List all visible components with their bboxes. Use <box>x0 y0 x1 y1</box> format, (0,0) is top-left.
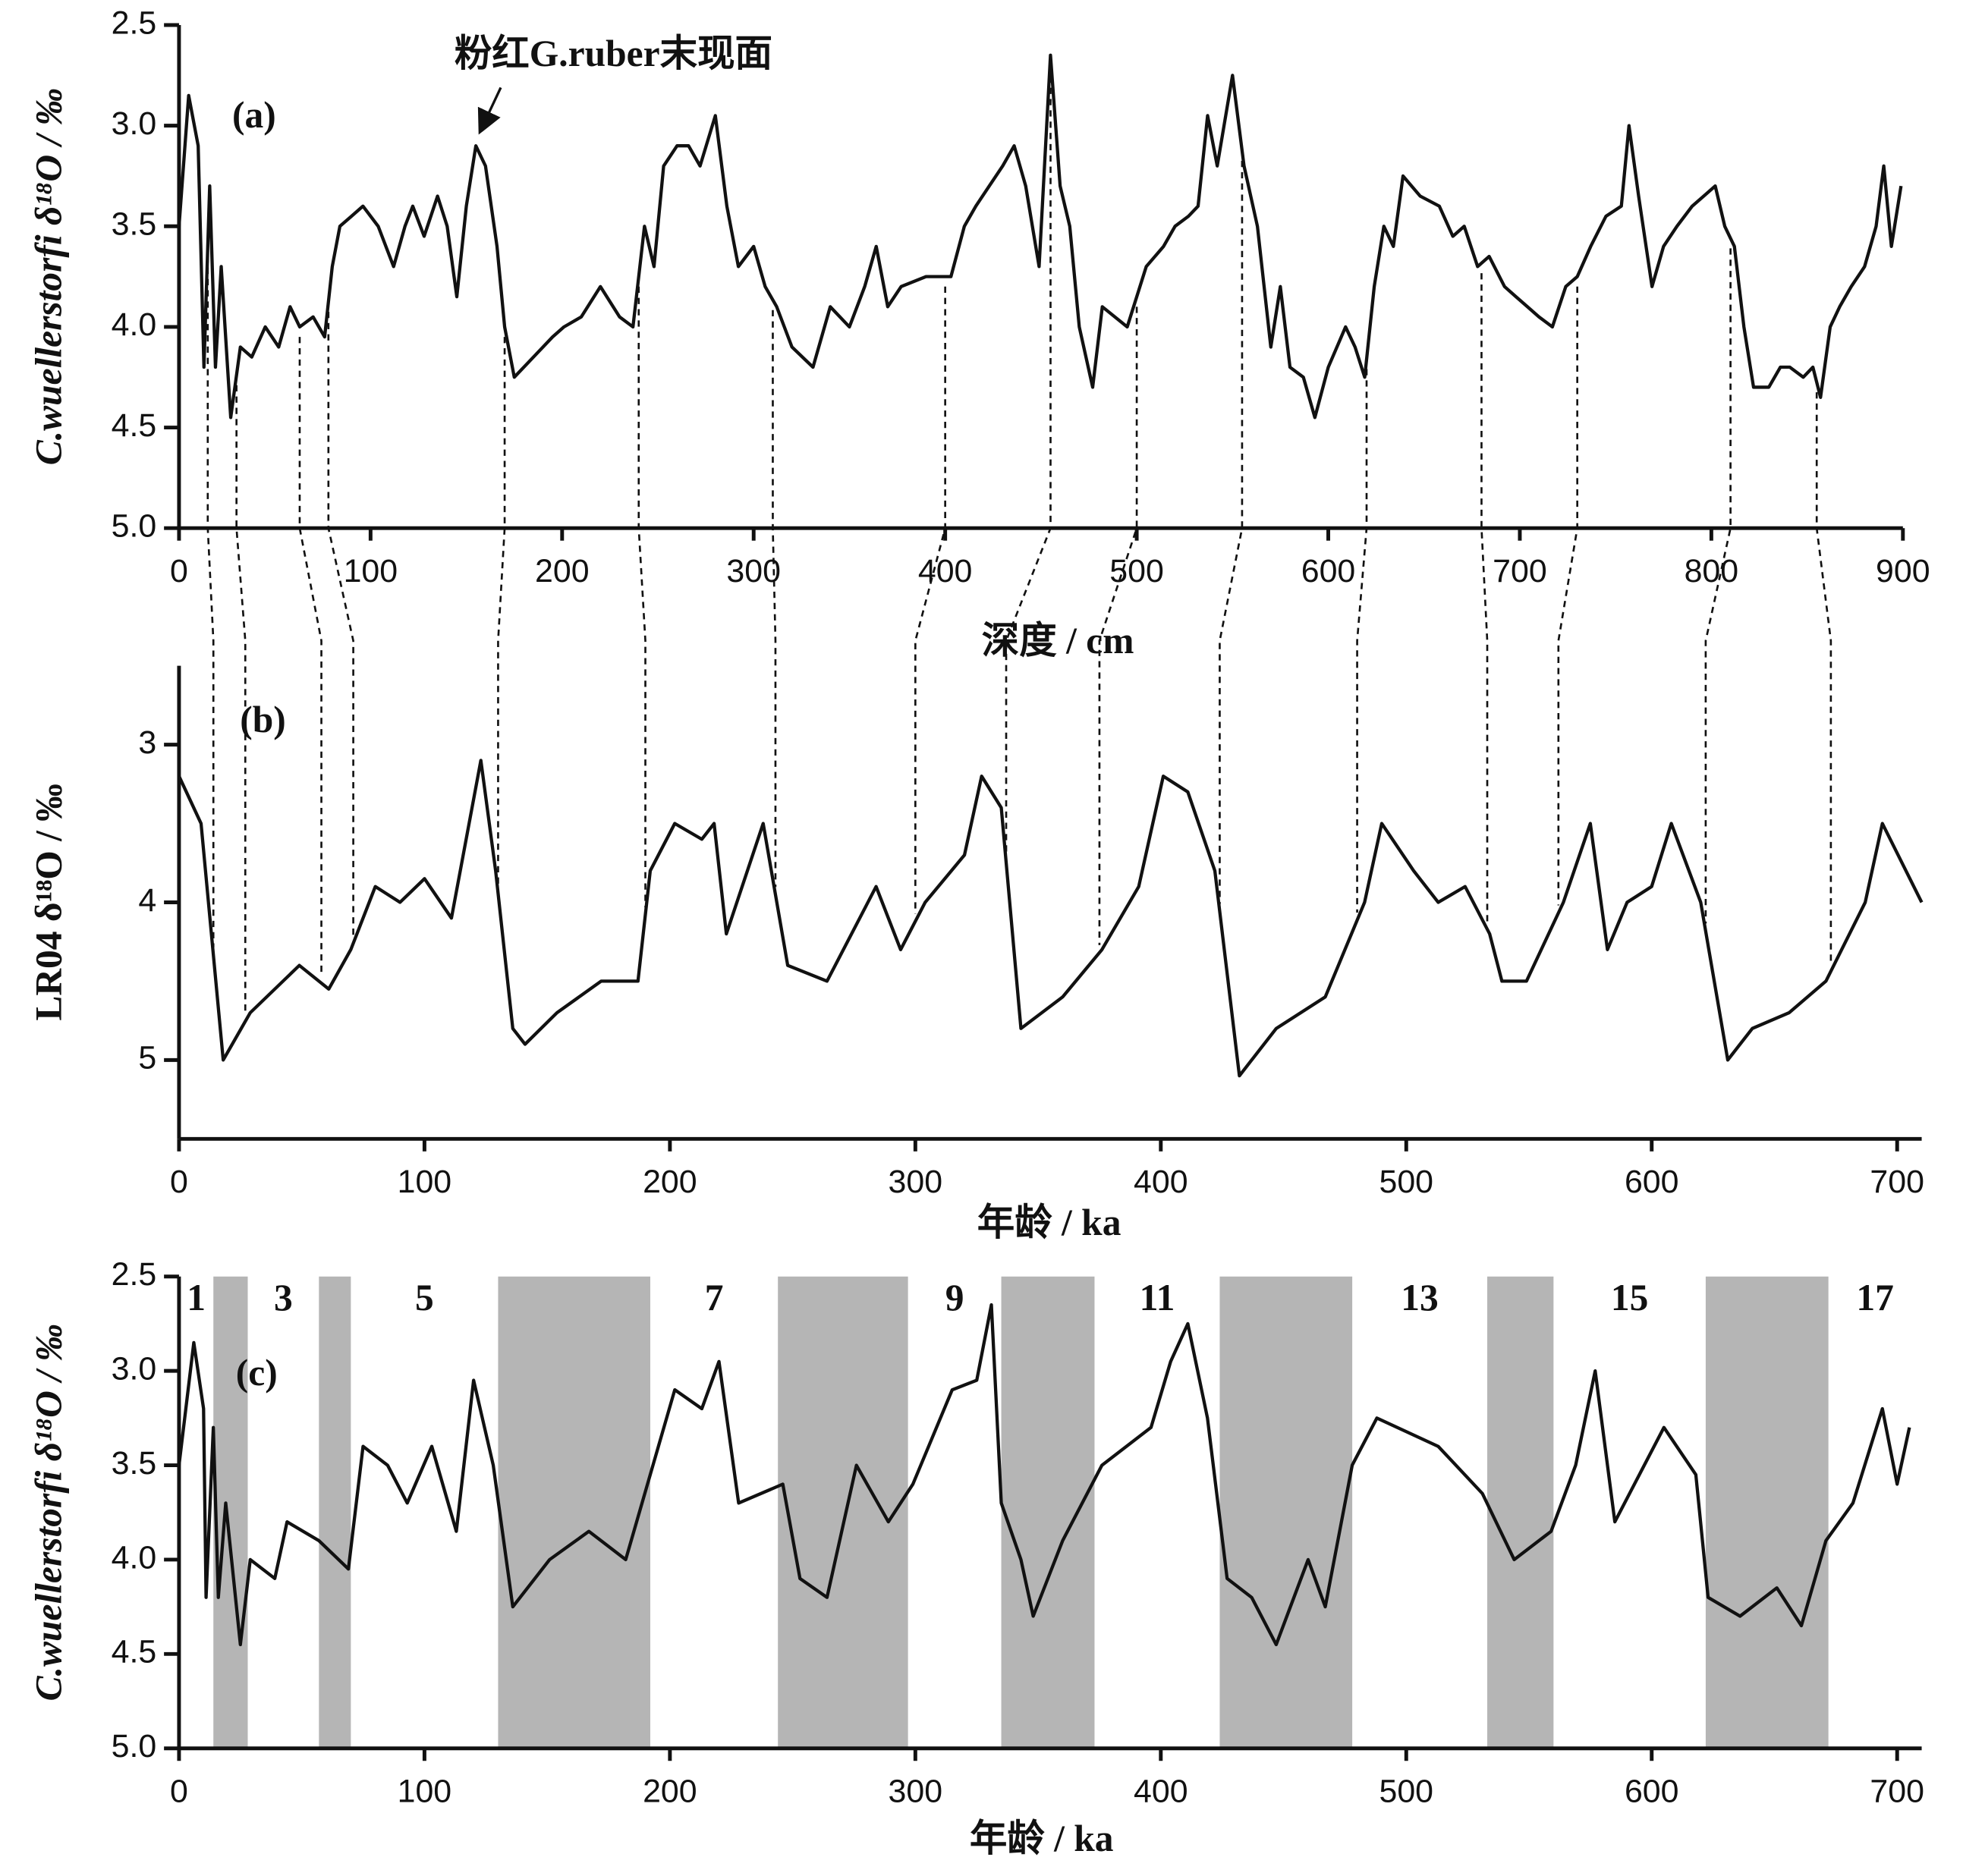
tie-line <box>1557 286 1578 906</box>
tie-line <box>772 310 777 888</box>
tie-line <box>1480 273 1489 922</box>
x-tick-label: 600 <box>1625 1164 1679 1200</box>
annotation: 粉红G.ruber末现面 <box>455 33 772 74</box>
annotation-arrow <box>477 86 502 135</box>
x-tick-label: 0 <box>170 1164 188 1200</box>
tie-line <box>637 286 646 908</box>
shaded-span <box>1487 1276 1554 1749</box>
tie-line <box>206 256 215 947</box>
tie-line <box>497 337 506 886</box>
y-tick-label: 5.0 <box>112 508 157 545</box>
x-tick-label: 600 <box>1625 1773 1679 1809</box>
x-tick-label: 400 <box>1134 1773 1188 1809</box>
tie-line <box>1704 248 1732 924</box>
y-tick-label: 3.0 <box>112 1350 157 1387</box>
y-tick-label: 4.0 <box>112 1539 157 1576</box>
shaded-span <box>778 1276 908 1749</box>
tie-line <box>1219 160 1244 905</box>
x-axis-label: 深度 / cm <box>982 620 1134 661</box>
shaded-span <box>1705 1276 1829 1749</box>
x-tick-label: 700 <box>1493 553 1547 589</box>
tie-line <box>1005 64 1052 856</box>
stage-label: 15 <box>1611 1277 1648 1318</box>
x-axis-label: 年龄 / ka <box>977 1202 1121 1243</box>
shaded-span <box>213 1276 248 1749</box>
x-tick-label: 100 <box>398 1773 452 1809</box>
stage-label: 1 <box>187 1277 206 1318</box>
panel-label: (a) <box>232 94 276 136</box>
x-tick-label: 700 <box>1870 1164 1924 1200</box>
x-tick-label: 100 <box>398 1164 452 1200</box>
stage-label: 7 <box>705 1277 724 1318</box>
tie-line <box>1815 392 1832 964</box>
stage-label: 5 <box>415 1277 434 1318</box>
shaded-span <box>1219 1276 1353 1749</box>
x-tick-label: 0 <box>170 1773 188 1809</box>
stage-label: 9 <box>945 1277 964 1318</box>
shaded-span <box>319 1276 351 1749</box>
x-tick-label: 100 <box>344 553 398 589</box>
data-line <box>177 1303 1911 1647</box>
panel-label: (b) <box>240 699 285 740</box>
tie-line <box>1356 369 1368 913</box>
x-tick-label: 200 <box>643 1773 697 1809</box>
y-axis-label: C.wuellerstorfi δ¹⁸O / ‰ <box>28 1324 70 1701</box>
x-tick-label: 700 <box>1870 1773 1924 1809</box>
x-tick-label: 500 <box>1379 1773 1433 1809</box>
x-tick-label: 400 <box>1134 1164 1188 1200</box>
data-line <box>177 53 1903 420</box>
stage-label: 17 <box>1856 1277 1893 1318</box>
x-tick-label: 600 <box>1301 553 1356 589</box>
stage-label: 11 <box>1140 1277 1175 1318</box>
y-tick-label: 4.5 <box>112 407 157 444</box>
y-tick-label: 2.5 <box>112 5 157 41</box>
x-tick-label: 400 <box>918 553 973 589</box>
y-axis-label: LR04 δ¹⁸O / ‰ <box>28 784 70 1020</box>
y-tick-label: 2.5 <box>112 1256 157 1293</box>
stage-label: 3 <box>274 1277 293 1318</box>
x-tick-label: 800 <box>1685 553 1739 589</box>
x-tick-label: 300 <box>889 1773 943 1809</box>
y-tick-label: 5 <box>138 1040 156 1076</box>
x-tick-label: 0 <box>170 553 188 589</box>
tie-line <box>298 337 322 976</box>
y-tick-label: 4.0 <box>112 306 157 343</box>
shaded-span <box>498 1276 650 1749</box>
y-tick-label: 4 <box>138 882 156 919</box>
data-line <box>177 759 1924 1078</box>
stage-label: 13 <box>1401 1277 1438 1318</box>
x-tick-label: 200 <box>535 553 590 589</box>
y-axis-label: C.wuellerstorfi δ¹⁸O / ‰ <box>28 88 70 465</box>
panel-label: (c) <box>236 1352 278 1394</box>
y-tick-label: 3.0 <box>112 105 157 142</box>
y-tick-label: 3.5 <box>112 1445 157 1482</box>
tie-line <box>327 311 354 936</box>
y-tick-label: 3.5 <box>112 206 157 243</box>
x-tick-label: 200 <box>643 1164 697 1200</box>
x-tick-label: 300 <box>726 553 781 589</box>
x-axis-label: 年龄 / ka <box>970 1818 1114 1859</box>
y-tick-label: 4.5 <box>112 1634 157 1670</box>
x-tick-label: 500 <box>1109 553 1164 589</box>
y-tick-label: 5.0 <box>112 1728 157 1764</box>
tie-line <box>914 286 946 914</box>
x-tick-label: 500 <box>1379 1164 1433 1200</box>
y-tick-label: 3 <box>138 724 156 761</box>
x-tick-label: 300 <box>889 1164 943 1200</box>
tie-line <box>235 385 247 1014</box>
x-tick-label: 900 <box>1876 553 1930 589</box>
shaded-span <box>1001 1276 1095 1749</box>
